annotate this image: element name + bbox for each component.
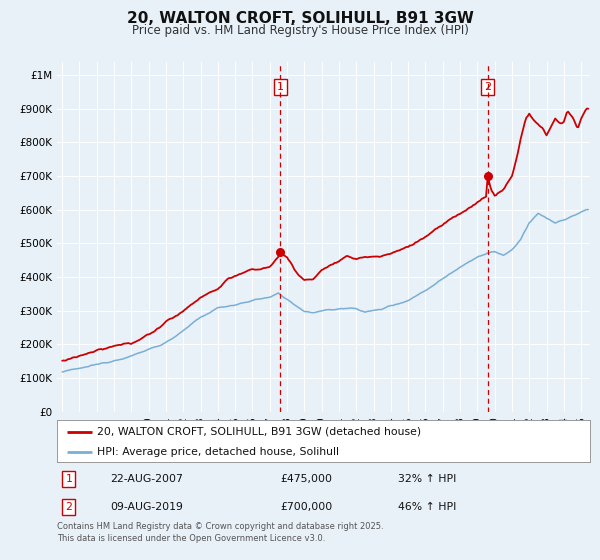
Text: 1: 1 [277, 82, 284, 92]
Text: 32% ↑ HPI: 32% ↑ HPI [398, 474, 457, 484]
Text: 20, WALTON CROFT, SOLIHULL, B91 3GW: 20, WALTON CROFT, SOLIHULL, B91 3GW [127, 11, 473, 26]
Text: £700,000: £700,000 [281, 502, 333, 512]
Text: £475,000: £475,000 [281, 474, 333, 484]
Text: 22-AUG-2007: 22-AUG-2007 [110, 474, 183, 484]
Text: Contains HM Land Registry data © Crown copyright and database right 2025.
This d: Contains HM Land Registry data © Crown c… [57, 522, 383, 543]
Text: 20, WALTON CROFT, SOLIHULL, B91 3GW (detached house): 20, WALTON CROFT, SOLIHULL, B91 3GW (det… [97, 427, 421, 437]
Text: 46% ↑ HPI: 46% ↑ HPI [398, 502, 457, 512]
Text: 1: 1 [65, 474, 72, 484]
Text: 2: 2 [484, 82, 491, 92]
Text: 2: 2 [65, 502, 72, 512]
Text: Price paid vs. HM Land Registry's House Price Index (HPI): Price paid vs. HM Land Registry's House … [131, 24, 469, 36]
Text: 09-AUG-2019: 09-AUG-2019 [110, 502, 183, 512]
Text: HPI: Average price, detached house, Solihull: HPI: Average price, detached house, Soli… [97, 447, 339, 457]
